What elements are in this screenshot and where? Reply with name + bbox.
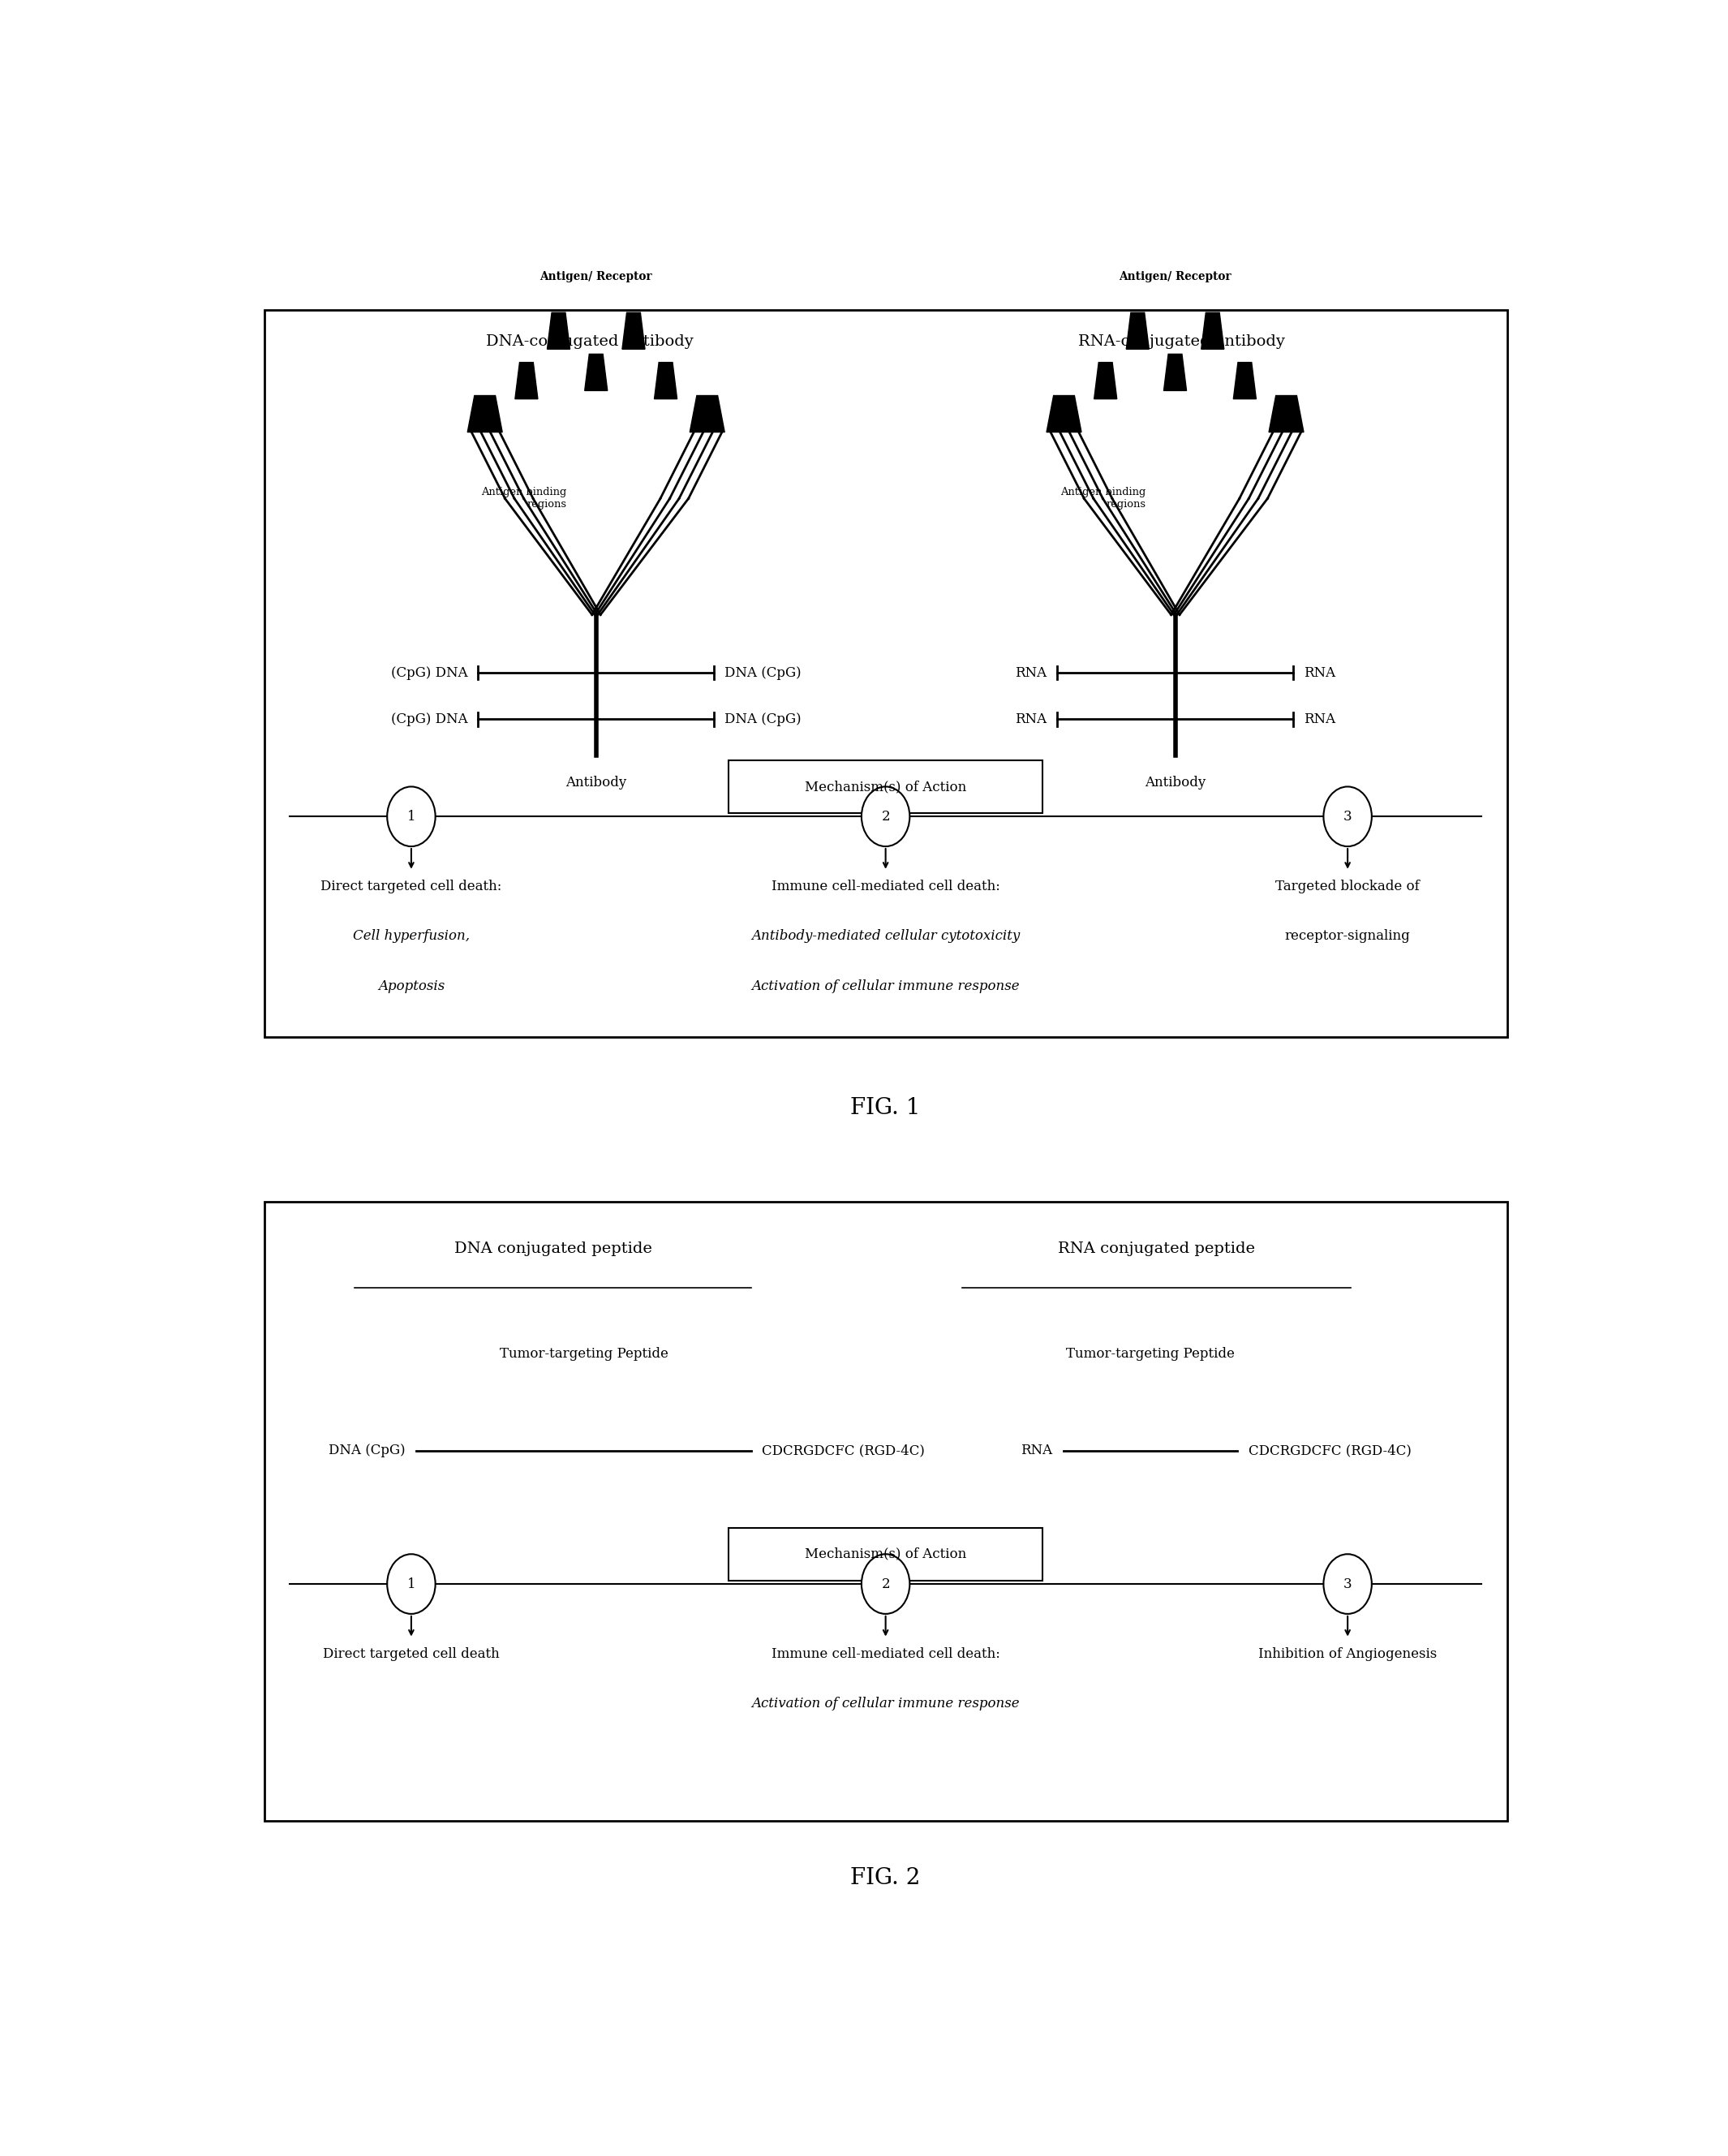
Polygon shape <box>1201 313 1223 349</box>
Text: RNA: RNA <box>1014 711 1047 727</box>
Circle shape <box>862 1554 909 1615</box>
Text: RNA conjugated peptide: RNA conjugated peptide <box>1058 1242 1255 1257</box>
FancyBboxPatch shape <box>264 310 1507 1037</box>
Polygon shape <box>468 395 503 431</box>
Text: Antigen/ Receptor: Antigen/ Receptor <box>1120 272 1232 282</box>
Text: RNA: RNA <box>1021 1445 1052 1457</box>
Text: CDCRGDCFC (RGD-4C): CDCRGDCFC (RGD-4C) <box>1248 1445 1412 1457</box>
Text: Immune cell-mediated cell death:: Immune cell-mediated cell death: <box>771 880 1001 893</box>
Text: RNA: RNA <box>1303 666 1336 679</box>
Text: Activation of cellular immune response: Activation of cellular immune response <box>752 1697 1020 1710</box>
FancyBboxPatch shape <box>264 1201 1507 1822</box>
Polygon shape <box>1163 354 1187 390</box>
Text: Cell hyperfusion,: Cell hyperfusion, <box>353 929 470 942</box>
Circle shape <box>1324 1554 1372 1615</box>
Text: Mechanism(s) of Action: Mechanism(s) of Action <box>805 1548 966 1561</box>
Text: RNA-conjugated antibody: RNA-conjugated antibody <box>1078 334 1284 349</box>
Circle shape <box>1324 787 1372 847</box>
Text: Direct targeted cell death:: Direct targeted cell death: <box>321 880 501 893</box>
Text: 3: 3 <box>1343 811 1351 824</box>
Text: Antibody: Antibody <box>565 776 627 789</box>
Text: 1: 1 <box>408 1576 415 1591</box>
Text: Tumor-targeting Peptide: Tumor-targeting Peptide <box>499 1348 669 1360</box>
Circle shape <box>387 1554 435 1615</box>
Polygon shape <box>515 362 537 399</box>
Text: Antigen/ Receptor: Antigen/ Receptor <box>539 272 651 282</box>
Text: (CpG) DNA: (CpG) DNA <box>391 666 468 679</box>
Text: receptor-signaling: receptor-signaling <box>1286 929 1410 942</box>
Polygon shape <box>655 362 677 399</box>
Polygon shape <box>1094 362 1116 399</box>
Text: 2: 2 <box>881 1576 890 1591</box>
Text: Antigen binding
regions: Antigen binding regions <box>480 487 567 509</box>
Text: Activation of cellular immune response: Activation of cellular immune response <box>752 979 1020 994</box>
Text: Direct targeted cell death: Direct targeted cell death <box>323 1647 499 1660</box>
Text: Tumor-targeting Peptide: Tumor-targeting Peptide <box>1066 1348 1236 1360</box>
Polygon shape <box>1234 362 1256 399</box>
Text: RNA: RNA <box>1303 711 1336 727</box>
Text: Immune cell-mediated cell death:: Immune cell-mediated cell death: <box>771 1647 1001 1660</box>
Circle shape <box>862 787 909 847</box>
Polygon shape <box>548 313 570 349</box>
Text: Apoptosis: Apoptosis <box>378 979 444 994</box>
Text: FIG. 1: FIG. 1 <box>850 1097 921 1119</box>
Circle shape <box>387 787 435 847</box>
Polygon shape <box>622 313 645 349</box>
Text: (CpG) DNA: (CpG) DNA <box>391 711 468 727</box>
Text: Antibody: Antibody <box>1144 776 1206 789</box>
Text: FIG. 2: FIG. 2 <box>850 1867 921 1889</box>
Polygon shape <box>584 354 608 390</box>
Text: RNA: RNA <box>1014 666 1047 679</box>
Text: 2: 2 <box>881 811 890 824</box>
Text: 3: 3 <box>1343 1576 1351 1591</box>
Polygon shape <box>1127 313 1149 349</box>
Text: CDCRGDCFC (RGD-4C): CDCRGDCFC (RGD-4C) <box>762 1445 924 1457</box>
Text: DNA (CpG): DNA (CpG) <box>724 711 802 727</box>
Polygon shape <box>1047 395 1082 431</box>
Text: Targeted blockade of: Targeted blockade of <box>1275 880 1420 893</box>
FancyBboxPatch shape <box>729 761 1042 813</box>
Text: DNA (CpG): DNA (CpG) <box>724 666 802 679</box>
Polygon shape <box>1268 395 1303 431</box>
Text: DNA (CpG): DNA (CpG) <box>328 1445 406 1457</box>
Text: 1: 1 <box>408 811 415 824</box>
FancyBboxPatch shape <box>729 1529 1042 1580</box>
Text: Antibody-mediated cellular cytotoxicity: Antibody-mediated cellular cytotoxicity <box>752 929 1020 942</box>
Polygon shape <box>689 395 724 431</box>
Text: DNA-conjugated antibody: DNA-conjugated antibody <box>486 334 693 349</box>
Text: Mechanism(s) of Action: Mechanism(s) of Action <box>805 780 966 793</box>
Text: Antigen binding
regions: Antigen binding regions <box>1061 487 1146 509</box>
Text: DNA conjugated peptide: DNA conjugated peptide <box>454 1242 651 1257</box>
Text: Inhibition of Angiogenesis: Inhibition of Angiogenesis <box>1258 1647 1438 1660</box>
